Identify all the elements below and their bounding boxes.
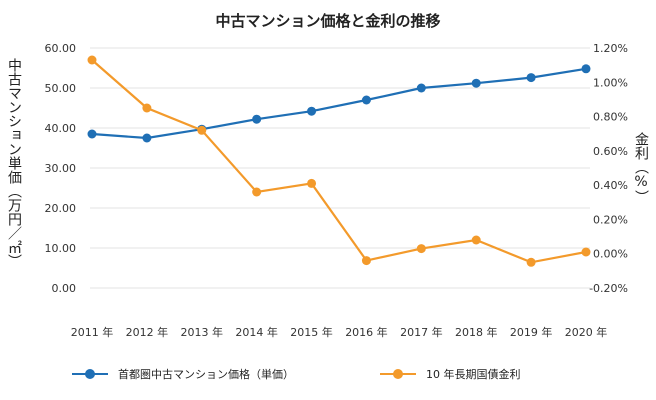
data-point-1 <box>416 244 426 254</box>
y-tick-label-left: 20.00 <box>45 202 77 215</box>
data-point-0 <box>87 129 97 139</box>
y-tick-label-left: 0.00 <box>52 282 77 295</box>
y-tick-label-left: 40.00 <box>45 122 77 135</box>
data-point-0 <box>526 73 536 83</box>
x-tick-label: 2014 年 <box>235 325 278 339</box>
x-tick-label: 2016 年 <box>345 325 388 339</box>
x-tick-label: 2013 年 <box>181 325 224 339</box>
series-line-1 <box>91 59 587 264</box>
data-point-1 <box>361 256 371 266</box>
series-line-0 <box>91 67 587 140</box>
data-point-0 <box>142 133 152 143</box>
y-axis-label-right: 金利（%） <box>633 132 649 204</box>
data-point-0 <box>361 95 371 105</box>
legend-item-price: 首都圏中古マンション価格（単価） <box>72 366 294 382</box>
y-tick-label-left: 30.00 <box>45 162 77 175</box>
x-tick-label: 2019 年 <box>510 325 553 339</box>
y-tick-label-left: 50.00 <box>45 82 77 95</box>
data-point-0 <box>307 106 317 116</box>
x-tick-label: 2011 年 <box>71 325 114 339</box>
series-group <box>87 55 591 267</box>
legend-swatch-price <box>72 369 108 379</box>
data-point-0 <box>252 114 262 124</box>
x-tick-label: 2020 年 <box>565 325 608 339</box>
y-tick-label-right: -0.20% <box>589 282 628 295</box>
x-tick-label: 2017 年 <box>400 325 443 339</box>
data-point-0 <box>581 64 591 74</box>
data-point-1 <box>307 178 317 188</box>
data-point-1 <box>197 125 207 135</box>
gridlines <box>90 47 590 289</box>
y-tick-label-right: 0.40% <box>593 179 628 192</box>
data-point-1 <box>87 55 97 65</box>
chart-title: 中古マンション価格と金利の推移 <box>215 12 441 30</box>
y-tick-label-left: 10.00 <box>45 242 77 255</box>
data-point-1 <box>581 247 591 257</box>
y-tick-label-right: 0.80% <box>593 111 628 124</box>
y-ticks-right: -0.20% 0.00% 0.20% 0.40% 0.60% 0.80% 1.00% 1.20… <box>589 42 628 295</box>
data-point-1 <box>526 257 536 267</box>
y-tick-label-left: 60.00 <box>45 42 77 55</box>
data-point-1 <box>142 103 152 113</box>
data-point-1 <box>252 187 262 197</box>
legend-item-rate: 10 年長期国債金利 <box>380 366 521 382</box>
data-point-1 <box>471 235 481 245</box>
legend-label-rate: 10 年長期国債金利 <box>426 368 521 381</box>
legend-swatch-rate <box>380 369 416 379</box>
x-tick-label: 2015 年 <box>290 325 333 339</box>
y-ticks-left: 0.00 10.00 20.00 30.00 40.00 50.00 60.00 <box>45 42 77 295</box>
data-point-0 <box>416 83 426 93</box>
y-tick-label-right: 0.60% <box>593 145 628 158</box>
y-tick-label-right: 1.00% <box>593 76 628 89</box>
data-point-0 <box>471 78 481 88</box>
y-axis-label-left: 中古マンション単価（万円／㎡） <box>6 58 22 268</box>
x-tick-label: 2018 年 <box>455 325 498 339</box>
x-tick-label: 2012 年 <box>126 325 169 339</box>
y-tick-label-right: 0.00% <box>593 248 628 261</box>
y-tick-label-right: 1.20% <box>593 42 628 55</box>
y-tick-label-right: 0.20% <box>593 213 628 226</box>
legend-label-price: 首都圏中古マンション価格（単価） <box>118 368 294 381</box>
x-ticks: 2011 年 2012 年 2013 年 2014 年 2015 年 2016 年 2017… <box>71 325 608 339</box>
